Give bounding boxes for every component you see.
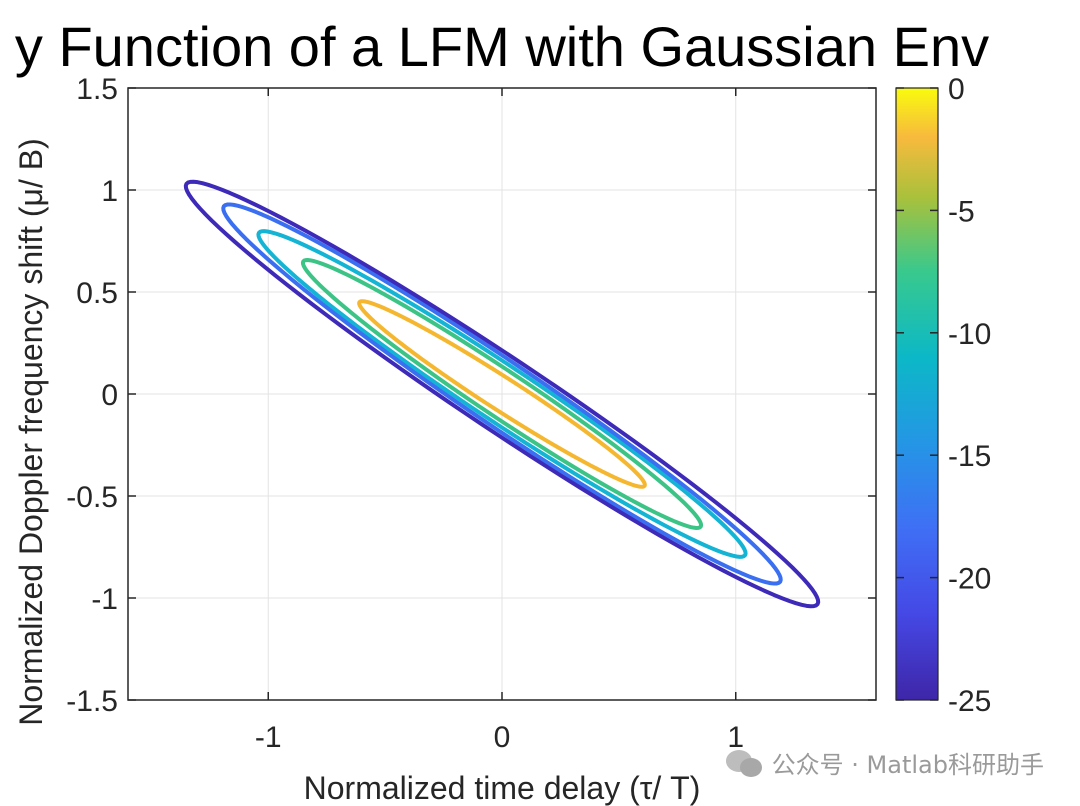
x-tick-label: 1 <box>727 721 744 754</box>
chart-title: y Function of a LFM with Gaussian Env <box>15 15 989 78</box>
y-tick-label: 0.5 <box>76 277 118 310</box>
colorbar <box>895 87 939 701</box>
y-tick-label: -0.5 <box>66 481 118 514</box>
colorbar-tick-label: -15 <box>948 440 991 473</box>
contour-level-25 <box>183 179 821 609</box>
contour-level-15 <box>256 229 748 559</box>
wechat-icon <box>724 746 764 780</box>
x-tick-label: 0 <box>494 721 511 754</box>
y-tick-label: 1.5 <box>76 73 118 106</box>
x-tick-label: -1 <box>255 721 282 754</box>
contour-level-10 <box>300 258 704 530</box>
colorbar-tick-label: -25 <box>948 685 991 718</box>
watermark-text: 公众号 · Matlab科研助手 <box>771 751 1044 779</box>
y-tick-label: 0 <box>101 379 118 412</box>
colorbar-tick-label: -10 <box>948 318 991 351</box>
y-tick-label: -1.5 <box>66 685 118 718</box>
contour-level-20 <box>221 202 783 586</box>
contour-lines <box>183 179 821 609</box>
x-axis-ticks: -1 0 1 <box>255 88 744 754</box>
colorbar-tick-label: -20 <box>948 563 991 596</box>
watermark: 公众号 · Matlab科研助手 <box>724 745 1044 780</box>
x-axis-label: Normalized time delay (τ/ T) <box>304 770 701 806</box>
y-axis-ticks: -1.5 -1 -0.5 0 0.5 1 1.5 <box>66 73 876 718</box>
y-axis-label: Normalized Doppler frequency shift (μ/ B… <box>13 138 49 726</box>
colorbar-tick-label: 0 <box>948 73 965 106</box>
colorbar-tick-label: -5 <box>948 195 975 228</box>
colorbar-ticks: 0 -5 -10 -15 -20 -25 <box>896 73 991 718</box>
y-tick-label: 1 <box>101 175 118 208</box>
y-tick-label: -1 <box>91 583 118 616</box>
contour-level-5 <box>357 299 647 489</box>
